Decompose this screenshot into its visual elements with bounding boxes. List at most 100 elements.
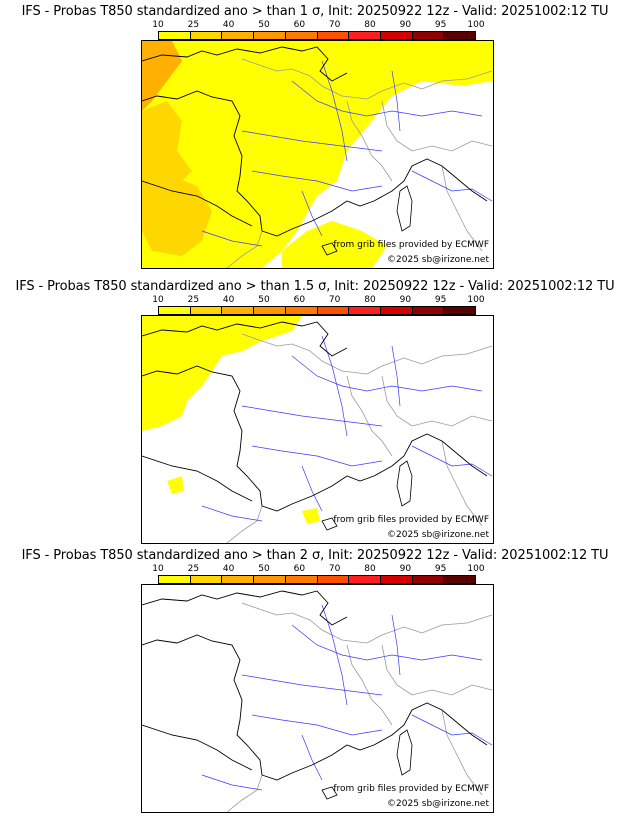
colorbar-tick-label: 10 (152, 295, 164, 305)
colorbar-tick-label: 90 (399, 295, 412, 305)
probability-area (142, 41, 182, 111)
panel-title: IFS - Probas T850 standardized ano > tha… (15, 279, 615, 294)
colorbar-segment (380, 307, 413, 314)
colorbar-tick-label: 80 (364, 20, 376, 30)
colorbar-segment (254, 32, 286, 39)
colorbar-tick-label: 10 (152, 564, 164, 574)
colorbar-tick-label: 25 (187, 564, 200, 574)
colorbar-tick-label: 100 (467, 20, 485, 30)
island-outline (321, 517, 338, 531)
river-lines (201, 60, 493, 247)
colorbar-bar (158, 31, 476, 40)
coastline (142, 321, 488, 512)
probability-area (142, 176, 212, 256)
colorbar-segment (412, 576, 445, 583)
colorbar-segment (412, 32, 445, 39)
colorbar-segment (285, 32, 318, 39)
map-svg (142, 41, 493, 268)
colorbar: 10 25 40 50 60 70 80 90 95 100 (152, 20, 485, 46)
probability-area (142, 41, 493, 268)
panel-title: IFS - Probas T850 standardized ano > tha… (21, 4, 609, 19)
coastline (142, 590, 488, 781)
colorbar-segment (190, 32, 223, 39)
colorbar-segment (412, 307, 445, 314)
colorbar-tick-label: 40 (222, 20, 235, 30)
colorbar-tick-label: 50 (258, 564, 270, 574)
river-lines (201, 604, 493, 791)
colorbar-tick-label: 95 (434, 20, 447, 30)
colorbar-segment (349, 32, 381, 39)
map-svg (142, 316, 493, 543)
colorbar-tick-label: 90 (399, 564, 412, 574)
credit-source: from grib files provided by ECMWF (333, 784, 489, 794)
colorbar-segment (190, 576, 223, 583)
colorbar-segment (159, 307, 191, 314)
colorbar-bar (158, 575, 476, 584)
colorbar-segment (317, 32, 350, 39)
colorbar-tick-label: 10 (152, 20, 164, 30)
probability-area (142, 316, 302, 431)
colorbar-tick-label: 50 (258, 295, 270, 305)
colorbar-segment (222, 32, 255, 39)
colorbar-tick-label: 60 (293, 564, 306, 574)
panel-title: IFS - Probas T850 standardized ano > tha… (21, 548, 609, 563)
colorbar-segment (444, 576, 476, 583)
colorbar-tick-label: 100 (467, 295, 485, 305)
colorbar-segment (380, 576, 413, 583)
colorbar-tick-label: 100 (467, 564, 485, 574)
border-lines (226, 58, 493, 268)
colorbar-tick-label: 95 (434, 564, 447, 574)
colorbar-ticks: 10 25 40 50 60 70 80 90 95 100 (152, 564, 484, 575)
colorbar-tick-label: 70 (328, 20, 341, 30)
colorbar-segment (317, 307, 350, 314)
colorbar-segment (222, 307, 255, 314)
credit-copyright: ©2025 sb@irizone.net (387, 255, 489, 265)
colorbar-segment (159, 32, 191, 39)
panel-2: IFS - Probas T850 standardized ano > tha… (0, 279, 630, 549)
credit-copyright: ©2025 sb@irizone.net (387, 799, 489, 809)
colorbar-tick-label: 60 (293, 20, 306, 30)
colorbar-segment (349, 307, 381, 314)
island-outline (396, 460, 413, 507)
colorbar-segment (254, 576, 286, 583)
colorbar-segment (444, 32, 476, 39)
panel-3: IFS - Probas T850 standardized ano > tha… (0, 548, 630, 818)
colorbar-tick-label: 25 (187, 20, 200, 30)
border-lines (226, 602, 493, 812)
colorbar-segment (285, 307, 318, 314)
colorbar-segment (254, 307, 286, 314)
probability-area (167, 476, 184, 494)
colorbar-tick-label: 25 (187, 295, 200, 305)
border-lines (226, 333, 493, 543)
colorbar-segment (349, 576, 381, 583)
colorbar-tick-label: 70 (328, 295, 341, 305)
colorbar-tick-label: 95 (434, 295, 447, 305)
colorbar-tick-label: 40 (222, 564, 235, 574)
colorbar-segment (159, 576, 191, 583)
colorbar-segment (380, 32, 413, 39)
colorbar-tick-label: 80 (364, 564, 376, 574)
credit-source: from grib files provided by ECMWF (333, 240, 489, 250)
probability-area (282, 221, 387, 268)
colorbar-tick-label: 80 (364, 295, 376, 305)
colorbar-ticks: 10 25 40 50 60 70 80 90 95 100 (152, 20, 484, 31)
colorbar: 10 25 40 50 60 70 80 90 95 100 (152, 295, 485, 321)
colorbar-ticks: 10 25 40 50 60 70 80 90 95 100 (152, 295, 484, 306)
map-svg (142, 590, 493, 812)
colorbar-segment (444, 307, 476, 314)
river-lines (201, 335, 493, 522)
colorbar-tick-label: 70 (328, 564, 341, 574)
island-outline (321, 786, 338, 800)
colorbar-tick-label: 50 (258, 20, 270, 30)
credit-source: from grib files provided by ECMWF (333, 515, 489, 525)
panel-1: IFS - Probas T850 standardized ano > tha… (0, 4, 630, 274)
colorbar-segment (190, 307, 223, 314)
island-outline (321, 242, 338, 256)
probability-map: from grib files provided by ECMWF ©2025 … (141, 315, 494, 544)
colorbar: 10 25 40 50 60 70 80 90 95 100 (152, 564, 485, 590)
colorbar-segment (222, 576, 255, 583)
colorbar-tick-label: 60 (293, 295, 306, 305)
probability-map: from grib files provided by ECMWF ©2025 … (141, 584, 494, 813)
colorbar-tick-label: 90 (399, 20, 412, 30)
island-outline (396, 185, 413, 232)
